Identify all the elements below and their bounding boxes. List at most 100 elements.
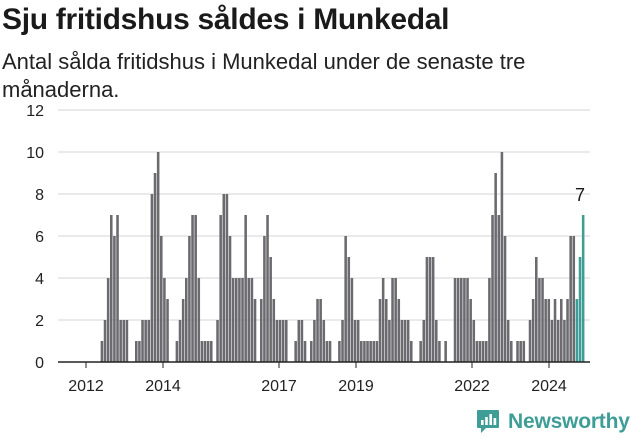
bar [200,341,204,362]
bar [135,341,138,362]
bar [481,341,485,362]
bar [469,299,472,362]
bar [147,320,151,362]
bar [538,278,541,362]
bar [303,341,307,362]
bar [313,320,316,362]
bar [238,278,241,362]
bar [119,320,122,362]
bar [297,320,301,362]
bar [488,278,491,362]
y-tick-label: 8 [35,187,44,204]
grid-lines [58,109,590,321]
bar [166,299,169,362]
bar [191,215,194,362]
bar [260,299,263,362]
bar [250,278,254,362]
x-tick-label: 2024 [531,378,567,395]
bar [253,299,257,362]
bar [506,320,510,362]
bar [528,320,532,362]
bar [569,236,572,362]
bar [141,320,144,362]
bar [497,215,501,362]
bar [222,194,226,362]
bar [225,194,229,362]
bar [419,341,422,362]
bar [519,341,522,362]
bar [385,299,388,362]
bar-highlight [578,257,582,362]
bar [144,320,147,362]
bar [153,173,157,362]
x-tick-label: 2012 [68,378,104,395]
bar [319,299,322,362]
bar [113,236,116,362]
bar [438,341,441,362]
newsworthy-logo-icon [477,410,499,433]
bar [181,299,185,362]
bar [566,299,569,362]
bar [228,236,232,362]
bar [403,320,407,362]
bar [378,299,382,362]
bar [435,320,438,362]
bar-highlight [575,299,579,362]
chart-title: Sju fritidshus såldes i Munkedal [2,3,450,36]
bar [372,341,376,362]
bar [106,278,110,362]
bar [535,257,538,362]
brand-name: Newsworthy [508,410,630,433]
bar [338,341,341,362]
bar [163,278,166,362]
bar [547,299,551,362]
bar [116,215,119,362]
y-tick-label: 4 [35,271,44,288]
bar [456,278,460,362]
bar [431,257,435,362]
bar [231,278,235,362]
bar [522,341,526,362]
y-tick-label: 10 [26,145,44,162]
bar [150,194,154,362]
bar [453,278,457,362]
bar [503,236,507,362]
bar [247,278,251,362]
highlight-value-label: 7 [575,185,585,205]
bar [444,341,447,362]
bar [100,341,104,362]
bar [310,341,313,362]
bar [553,299,557,362]
bar [478,341,482,362]
x-tick-label: 2017 [261,378,297,395]
bar [494,173,497,362]
bar [216,320,219,362]
bar [294,341,297,362]
bar [175,341,179,362]
bar [531,299,535,362]
y-tick-label: 2 [35,313,44,330]
bar [125,320,129,362]
bar [156,152,160,362]
bar [460,278,463,362]
bar [463,278,466,362]
bar [206,341,210,362]
bar [485,341,488,362]
bar [350,278,354,362]
x-tick-label: 2022 [454,378,490,395]
bar [244,215,247,362]
bar [363,341,366,362]
bar [475,341,479,362]
bar [556,320,560,362]
bar [428,257,432,362]
bar [235,278,238,362]
bar [122,320,126,362]
bar [263,236,266,362]
bar [269,257,272,362]
bar [272,299,276,362]
bar [510,341,513,362]
bar [375,341,379,362]
bar [325,341,329,362]
bar [397,299,401,362]
bar [466,278,469,362]
